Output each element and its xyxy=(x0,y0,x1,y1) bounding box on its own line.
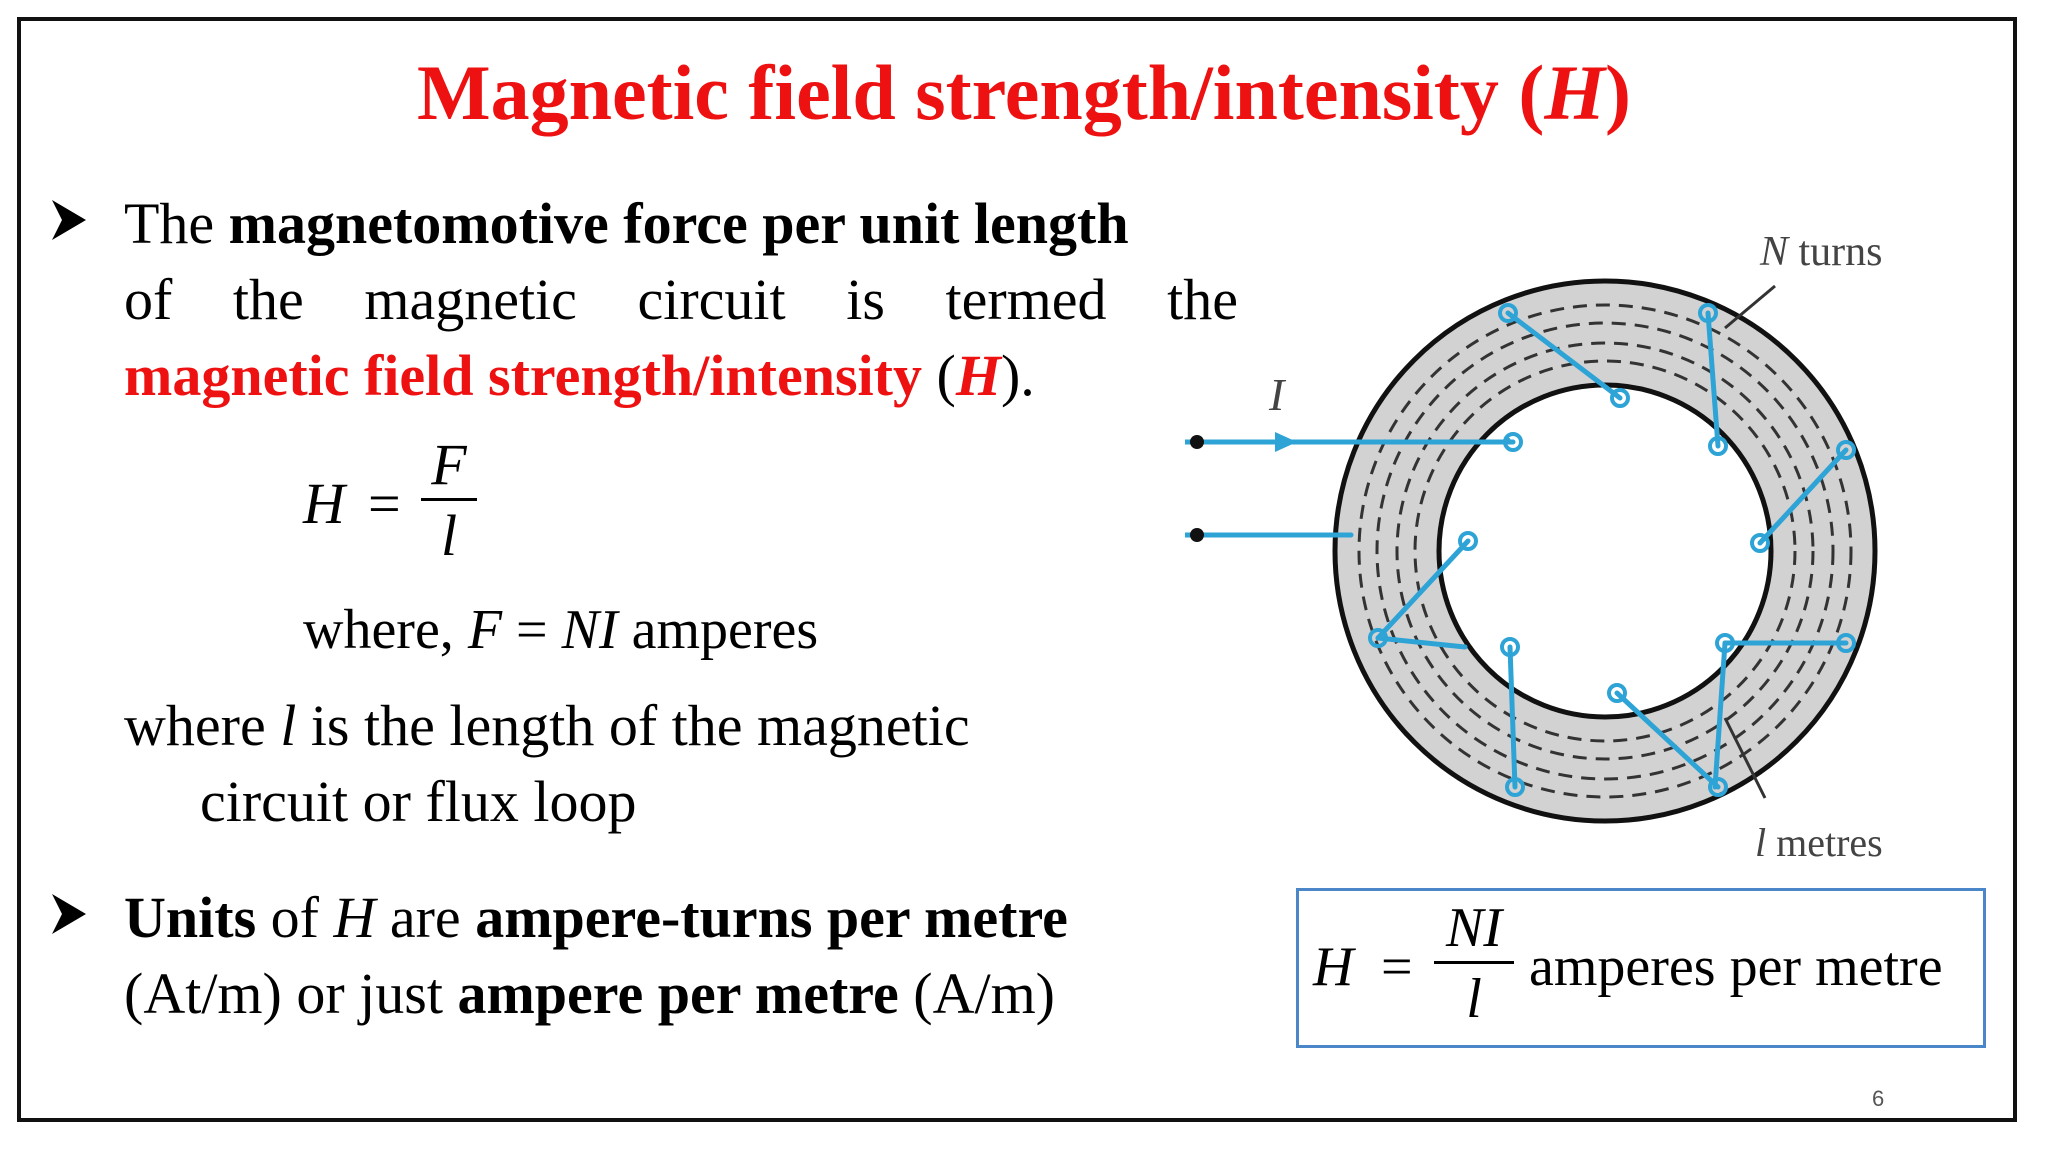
bullet-1-line-2: of the magnetic circuit is termed the xyxy=(124,267,1238,332)
slide-frame xyxy=(17,17,2017,1122)
label-current-i: I xyxy=(1268,369,1287,420)
leader-lines xyxy=(1723,284,1776,799)
bullet-1-text: The magnetomotive force per unit length … xyxy=(124,191,1238,408)
page-number: 6 xyxy=(1872,1086,1885,1111)
where-f-equals-ni: where, F = NI amperes xyxy=(303,599,819,661)
flux-lines xyxy=(1357,303,1853,799)
formula-box: H = NI l amperes per metre xyxy=(1296,888,1986,1048)
bullet-arrow-icon xyxy=(52,894,86,934)
toroid-diagram: N turns I l metres xyxy=(1185,229,1883,865)
terminal-dot-2 xyxy=(1190,528,1204,542)
slide-title: Magnetic field strength/intensity (H) xyxy=(417,49,1631,136)
label-n-turns: N turns xyxy=(1759,229,1883,275)
coil-contact-points xyxy=(1368,303,1856,797)
bullet-arrow-icon xyxy=(52,200,86,240)
label-l-metres: l metres xyxy=(1755,820,1883,865)
terminal-dot-1 xyxy=(1190,435,1204,449)
current-arrow-icon xyxy=(1275,432,1297,452)
where-l-definition: where l is the length of the magnetic ci… xyxy=(124,693,970,834)
coil-windings xyxy=(1185,310,1849,790)
bullet-2-text: Units of H are ampere-turns per metre (A… xyxy=(124,885,1068,1026)
